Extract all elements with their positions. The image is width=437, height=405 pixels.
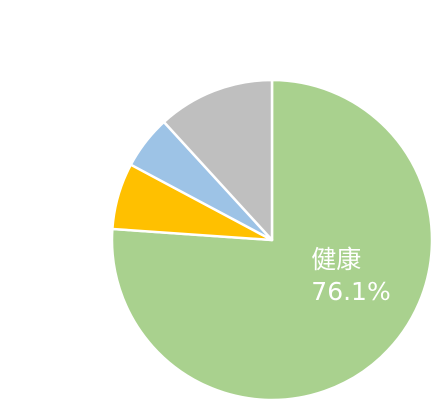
pie-slice-1-value: 76.1% [311,277,390,306]
pie-slice-1-label: 健康 76.1% [311,245,390,306]
pie-slice-1-category: 健康 [311,245,361,274]
pie-slices [110,78,434,402]
pie-slice-1 [110,78,434,402]
pie-slice-4 [162,78,274,242]
pie-labels: 健康 76.1% [311,245,390,306]
